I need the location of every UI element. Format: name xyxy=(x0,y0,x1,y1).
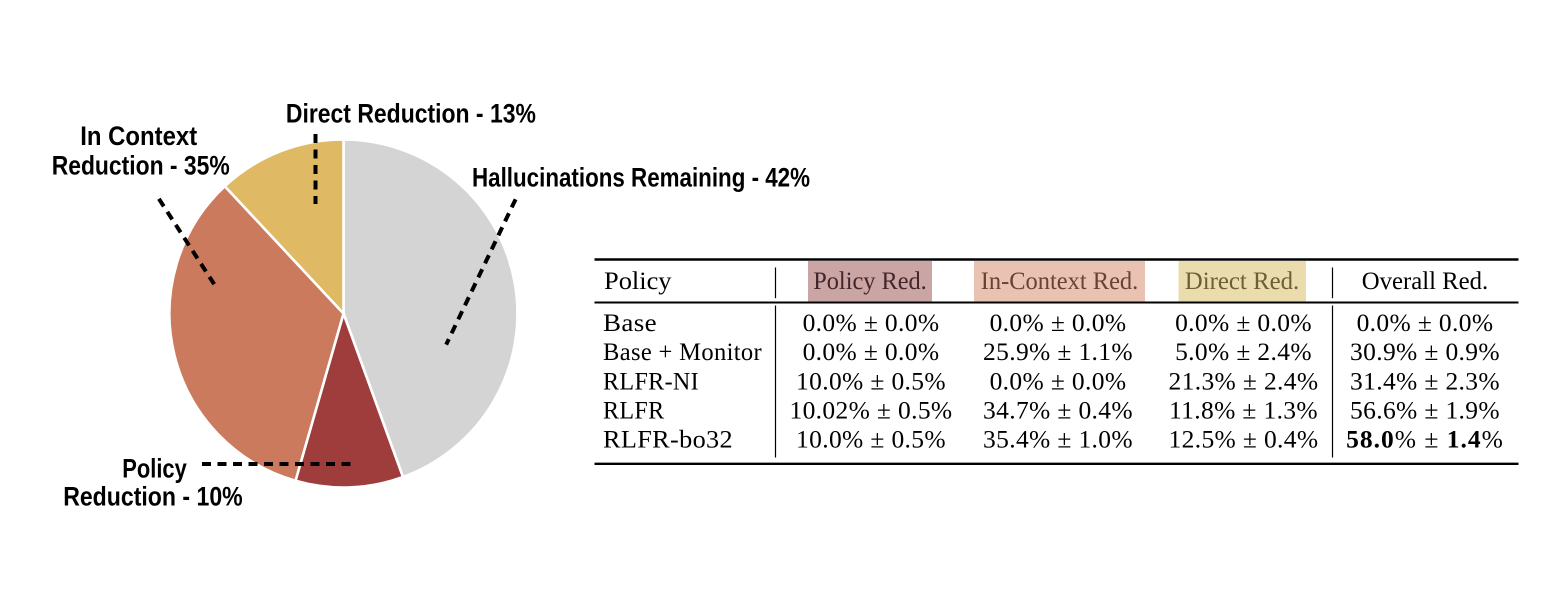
svg-text:Base: Base xyxy=(603,308,657,337)
svg-text:Policy: Policy xyxy=(604,266,672,295)
svg-text:In-Context Red.: In-Context Red. xyxy=(981,266,1139,295)
svg-text:21.3% ± 2.4%: 21.3% ± 2.4% xyxy=(1169,366,1319,395)
svg-text:0.0% ± 0.0%: 0.0% ± 0.0% xyxy=(1175,308,1312,337)
svg-text:Policy Red.: Policy Red. xyxy=(813,266,927,295)
svg-text:RLFR-NI: RLFR-NI xyxy=(603,366,699,395)
svg-text:58.0% ± 1.4%: 58.0% ± 1.4% xyxy=(1346,425,1504,454)
svg-text:30.9% ± 0.9%: 30.9% ± 0.9% xyxy=(1350,337,1500,366)
svg-text:0.0% ± 0.0%: 0.0% ± 0.0% xyxy=(1357,308,1494,337)
svg-text:Hallucinations Remaining - 42%: Hallucinations Remaining - 42% xyxy=(472,163,810,193)
svg-text:0.0% ± 0.0%: 0.0% ± 0.0% xyxy=(803,308,940,337)
svg-text:Direct Red.: Direct Red. xyxy=(1185,266,1300,295)
svg-text:56.6% ± 1.9%: 56.6% ± 1.9% xyxy=(1350,396,1500,425)
svg-text:31.4% ± 2.3%: 31.4% ± 2.3% xyxy=(1350,366,1500,395)
svg-text:10.0% ± 0.5%: 10.0% ± 0.5% xyxy=(796,366,946,395)
svg-text:Direct Reduction - 13%: Direct Reduction - 13% xyxy=(286,99,536,129)
svg-text:12.5% ± 0.4%: 12.5% ± 0.4% xyxy=(1169,425,1319,454)
svg-text:In Context: In Context xyxy=(80,121,197,151)
svg-text:RLFR: RLFR xyxy=(603,396,665,425)
svg-text:10.02% ± 0.5%: 10.02% ± 0.5% xyxy=(789,396,952,425)
svg-text:Reduction - 35%: Reduction - 35% xyxy=(52,151,230,181)
svg-text:0.0% ± 0.0%: 0.0% ± 0.0% xyxy=(990,308,1127,337)
svg-text:RLFR-bo32: RLFR-bo32 xyxy=(603,425,733,454)
svg-text:35.4% ± 1.0%: 35.4% ± 1.0% xyxy=(983,425,1133,454)
svg-text:11.8% ± 1.3%: 11.8% ± 1.3% xyxy=(1169,396,1318,425)
svg-text:0.0% ± 0.0%: 0.0% ± 0.0% xyxy=(990,366,1127,395)
svg-text:Policy: Policy xyxy=(122,454,187,484)
svg-text:5.0% ± 2.4%: 5.0% ± 2.4% xyxy=(1175,337,1312,366)
svg-text:Reduction - 10%: Reduction - 10% xyxy=(63,481,243,511)
svg-text:34.7% ± 0.4%: 34.7% ± 0.4% xyxy=(983,396,1133,425)
svg-text:10.0% ± 0.5%: 10.0% ± 0.5% xyxy=(796,425,946,454)
svg-text:0.0% ± 0.0%: 0.0% ± 0.0% xyxy=(803,337,940,366)
svg-text:Base + Monitor: Base + Monitor xyxy=(603,337,762,366)
svg-text:Overall Red.: Overall Red. xyxy=(1362,266,1489,295)
svg-text:25.9% ± 1.1%: 25.9% ± 1.1% xyxy=(983,337,1133,366)
